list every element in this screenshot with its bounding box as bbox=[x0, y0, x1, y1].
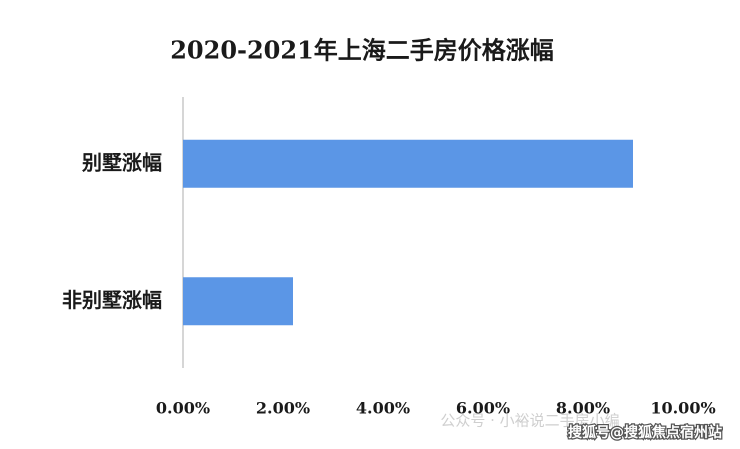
bar bbox=[183, 277, 293, 326]
x-tick-label: 6.00% bbox=[456, 399, 510, 418]
x-tick-label: 4.00% bbox=[356, 399, 410, 418]
bar bbox=[183, 139, 633, 188]
y-tick-label: 非别墅涨幅 bbox=[62, 288, 162, 312]
x-tick-label: 10.00% bbox=[650, 399, 715, 418]
watermark: 搜狐号@搜狐焦点宿州站 bbox=[568, 424, 722, 441]
y-tick-label: 别墅涨幅 bbox=[81, 150, 162, 174]
x-tick-label: 0.00% bbox=[156, 399, 210, 418]
x-tick-label: 2.00% bbox=[256, 399, 310, 418]
x-tick-label: 8.00% bbox=[556, 399, 610, 418]
chart-title: 2020-2021年上海二手房价格涨幅 bbox=[170, 36, 554, 65]
watermark: 公众号 · 小裕说二手房小编 bbox=[440, 412, 619, 430]
